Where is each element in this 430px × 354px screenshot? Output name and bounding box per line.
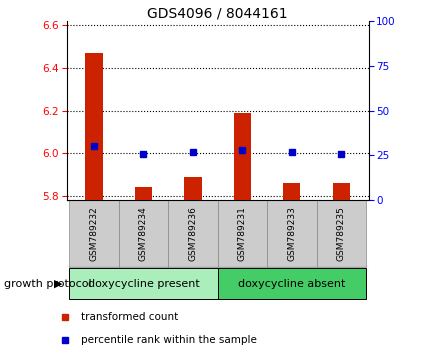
Bar xyxy=(168,200,217,267)
Text: ▶: ▶ xyxy=(54,279,62,289)
Title: GDS4096 / 8044161: GDS4096 / 8044161 xyxy=(147,6,287,20)
Text: doxycycline present: doxycycline present xyxy=(87,279,199,289)
Bar xyxy=(118,200,168,267)
Text: transformed count: transformed count xyxy=(81,312,178,322)
Text: GSM789233: GSM789233 xyxy=(287,206,296,261)
Bar xyxy=(69,200,118,267)
Bar xyxy=(184,177,201,200)
Bar xyxy=(267,200,316,267)
Bar xyxy=(316,200,365,267)
Bar xyxy=(283,183,300,200)
Text: GSM789236: GSM789236 xyxy=(188,206,197,261)
Text: GSM789234: GSM789234 xyxy=(138,206,147,261)
Text: percentile rank within the sample: percentile rank within the sample xyxy=(81,335,256,345)
Bar xyxy=(332,183,349,200)
Bar xyxy=(135,187,152,200)
Text: GSM789232: GSM789232 xyxy=(89,206,98,261)
Text: doxycycline absent: doxycycline absent xyxy=(238,279,345,289)
Bar xyxy=(85,53,102,200)
Text: growth protocol: growth protocol xyxy=(4,279,92,289)
Bar xyxy=(233,113,250,200)
Bar xyxy=(217,200,267,267)
Bar xyxy=(217,268,365,299)
Text: GSM789235: GSM789235 xyxy=(336,206,345,261)
Text: GSM789231: GSM789231 xyxy=(237,206,246,261)
Bar xyxy=(69,268,217,299)
